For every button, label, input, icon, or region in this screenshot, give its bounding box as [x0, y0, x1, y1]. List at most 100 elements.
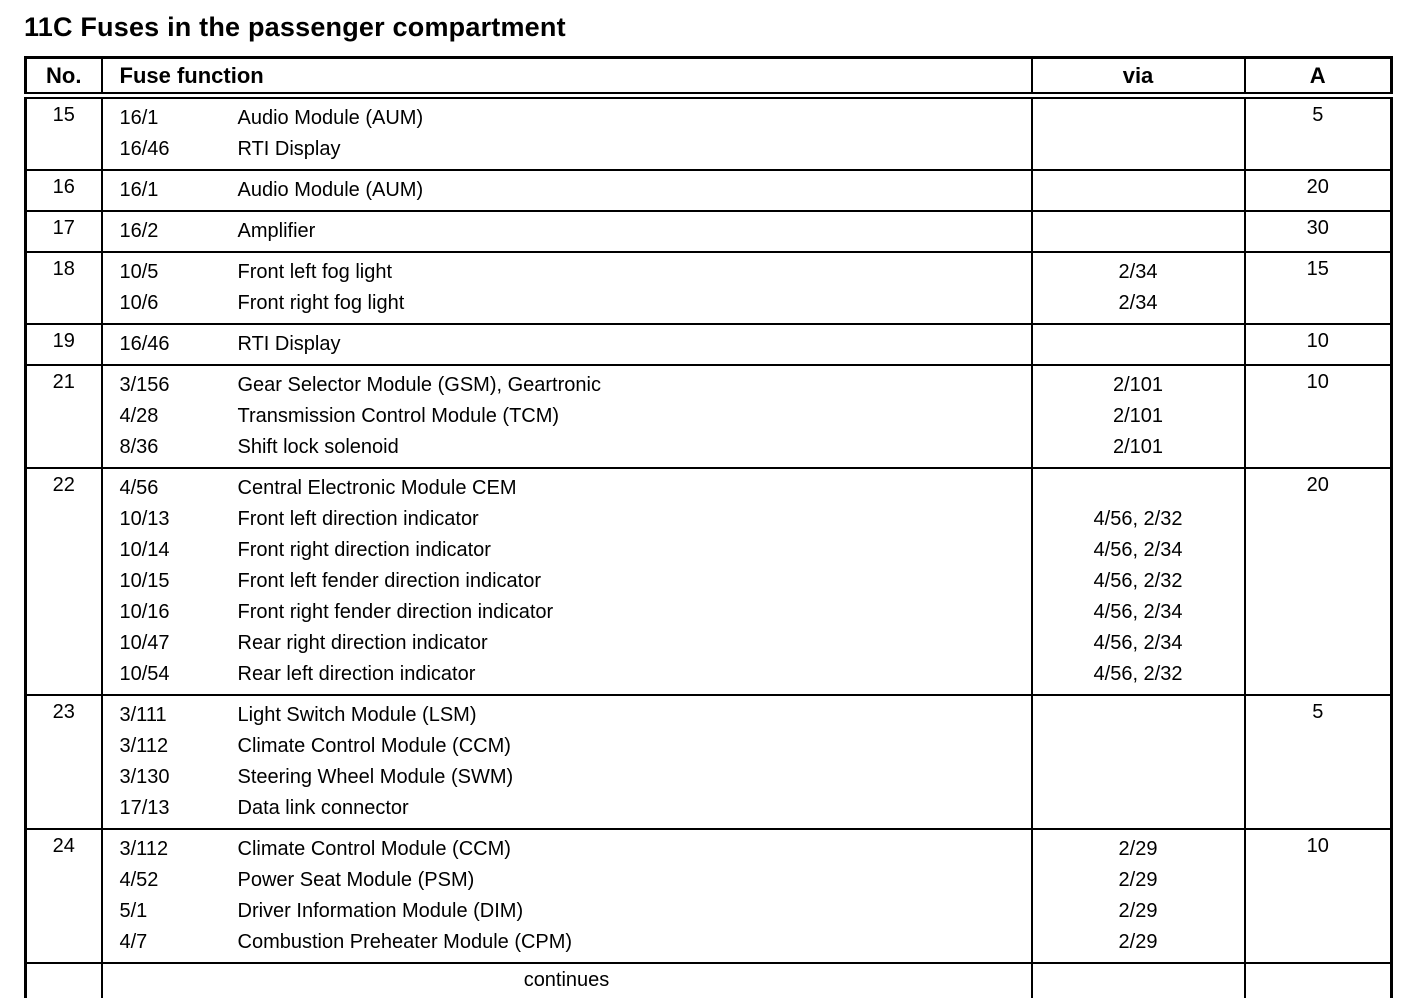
component-id: 17/13: [119, 797, 170, 819]
via-value: 4/56, 2/34: [1093, 601, 1183, 623]
function-line: 17/13 Data link connector: [103, 793, 1031, 824]
component-id: 10/6: [119, 292, 159, 314]
function-line: 10/47 Rear right direction indicator: [103, 628, 1031, 659]
component-id: 3/111: [119, 704, 167, 726]
via-value: 2/29: [1118, 900, 1158, 922]
table-row: 17 16/2 Amplifier 30: [24, 210, 1393, 253]
component-description: Transmission Control Module (TCM): [237, 405, 560, 427]
via-cell: 2/29 2/29 2/29 2/29: [1030, 828, 1246, 964]
component-id: 16/2: [119, 220, 159, 242]
fuse-function-cell: 3/156 Gear Selector Module (GSM), Geartro…: [100, 364, 1033, 469]
via-cell: [1030, 169, 1246, 212]
via-value: 4/56, 2/32: [1093, 570, 1183, 592]
continues-amp-cell: [1243, 962, 1393, 998]
component-id: 10/54: [119, 663, 170, 685]
component-description: Audio Module (AUM): [237, 179, 424, 201]
component-description: Front left direction indicator: [237, 508, 479, 530]
component-description: Rear right direction indicator: [237, 632, 488, 654]
component-id: 16/46: [119, 138, 170, 160]
component-id: 10/47: [119, 632, 170, 654]
via-value: [1033, 731, 1244, 762]
continues-row: continues: [24, 962, 1393, 998]
component-id: 10/5: [119, 261, 159, 283]
component-description: RTI Display: [237, 333, 341, 355]
fuse-function-cell: 16/2 Amplifier: [100, 210, 1033, 253]
via-value: 2/29: [1118, 869, 1158, 891]
function-line: 3/130 Steering Wheel Module (SWM): [103, 762, 1031, 793]
component-id: 8/36: [119, 436, 159, 458]
component-description: Driver Information Module (DIM): [237, 900, 524, 922]
component-description: Front left fog light: [237, 261, 393, 283]
amperage: 30: [1243, 210, 1393, 253]
fuse-number: 24: [24, 828, 103, 964]
via-value: [1033, 762, 1244, 793]
fuse-table: No. Fuse function via A 15 16/1 Audio Modu…: [24, 56, 1393, 998]
component-description: Front right fog light: [237, 292, 405, 314]
header-function: Fuse function: [100, 56, 1033, 99]
via-cell: 2/34 2/34: [1030, 251, 1246, 325]
via-value: [1033, 216, 1244, 247]
component-description: Light Switch Module (LSM): [237, 704, 477, 726]
component-description: Steering Wheel Module (SWM): [237, 766, 514, 788]
via-value: 2/29: [1118, 838, 1158, 860]
component-description: RTI Display: [237, 138, 341, 160]
fuse-number: 16: [24, 169, 103, 212]
function-line: 10/6 Front right fog light: [103, 288, 1031, 319]
component-description: Central Electronic Module CEM: [237, 477, 517, 499]
fuse-number: 23: [24, 694, 103, 830]
component-id: 16/1: [119, 179, 159, 201]
via-value: [1033, 175, 1244, 206]
fuse-function-cell: 16/1 Audio Module (AUM) 16/46 RTI Display: [100, 94, 1033, 171]
via-cell: [1030, 94, 1246, 171]
table-row: 22 4/56 Central Electronic Module CEM 10/13…: [24, 467, 1393, 696]
header-via: via: [1030, 56, 1246, 99]
continues-via-cell: [1030, 962, 1246, 998]
via-value: [1033, 134, 1244, 165]
via-value: [1033, 793, 1244, 824]
amperage: 10: [1243, 828, 1393, 964]
component-id: 5/1: [119, 900, 148, 922]
header-amp: A: [1243, 56, 1393, 99]
amperage: 20: [1243, 467, 1393, 696]
component-id: 3/112: [119, 735, 169, 757]
fuse-function-cell: 4/56 Central Electronic Module CEM 10/13 Fr…: [100, 467, 1033, 696]
component-id: 4/28: [119, 405, 159, 427]
via-value: 4/56, 2/34: [1093, 539, 1183, 561]
component-id: 3/130: [119, 766, 170, 788]
via-value: 2/101: [1112, 374, 1164, 396]
via-cell: 4/56, 2/32 4/56, 2/34 4/56, 2/32 4/56, 2/34…: [1030, 467, 1246, 696]
function-line: 8/36 Shift lock solenoid: [103, 432, 1031, 463]
function-line: 10/54 Rear left direction indicator: [103, 659, 1031, 690]
via-value: 2/34: [1118, 261, 1158, 283]
continues-label: continues: [100, 962, 1033, 998]
component-id: 4/56: [119, 477, 159, 499]
function-line: 16/46 RTI Display: [103, 134, 1031, 165]
function-line: 10/16 Front right fender direction indica…: [103, 597, 1031, 628]
fuse-number: 18: [24, 251, 103, 325]
via-value: 4/56, 2/32: [1093, 508, 1183, 530]
function-line: 4/52 Power Seat Module (PSM): [103, 865, 1031, 896]
fuse-number: 17: [24, 210, 103, 253]
via-value: 2/34: [1118, 292, 1158, 314]
component-id: 16/46: [119, 333, 170, 355]
table-row: 21 3/156 Gear Selector Module (GSM), Geart…: [24, 364, 1393, 469]
component-id: 4/52: [119, 869, 159, 891]
header-row: No. Fuse function via A: [24, 56, 1393, 99]
function-line: 16/46 RTI Display: [103, 329, 1031, 360]
amperage: 10: [1243, 323, 1393, 366]
component-id: 10/15: [119, 570, 170, 592]
fuse-table-body: 15 16/1 Audio Module (AUM) 16/46 RTI Display…: [24, 94, 1393, 964]
function-line: 4/28 Transmission Control Module (TCM): [103, 401, 1031, 432]
via-value: 2/29: [1118, 931, 1158, 953]
component-description: Power Seat Module (PSM): [237, 869, 475, 891]
component-id: 3/156: [119, 374, 170, 396]
via-cell: [1030, 210, 1246, 253]
fuse-function-cell: 16/46 RTI Display: [100, 323, 1033, 366]
header-no: No.: [24, 56, 103, 99]
component-description: Gear Selector Module (GSM), Geartronic: [237, 374, 601, 396]
fuse-number: 21: [24, 364, 103, 469]
via-value: [1033, 473, 1244, 504]
function-line: 10/13 Front left direction indicator: [103, 504, 1031, 535]
component-description: Front left fender direction indicator: [237, 570, 542, 592]
